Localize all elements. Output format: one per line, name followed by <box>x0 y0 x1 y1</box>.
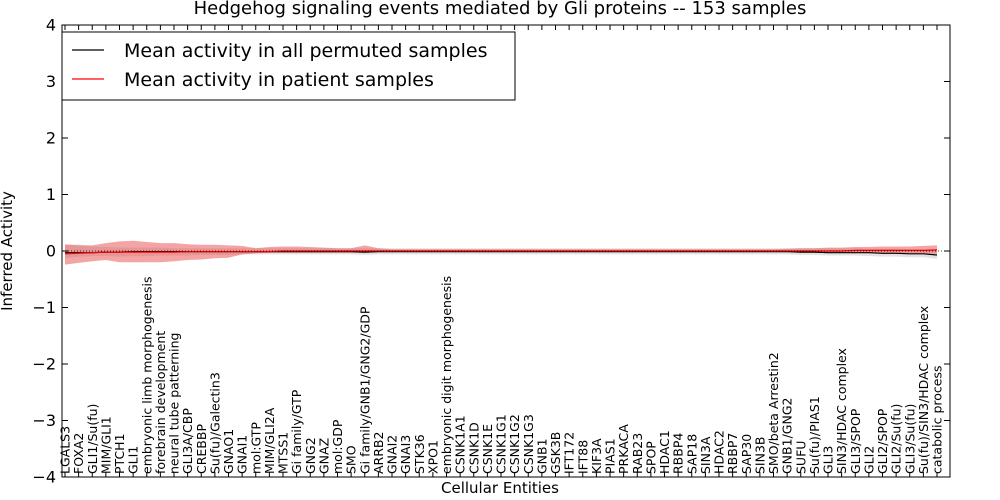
x-category-label: SAP30 <box>739 434 754 474</box>
x-category-label: GSK3B <box>548 432 563 474</box>
x-category-label: Su(fu)/SIN3/HDAC complex <box>916 306 931 474</box>
y-tick-label: −1 <box>32 298 56 317</box>
x-category-label: MTSS1 <box>276 432 291 474</box>
x-category-label: PRKACA <box>616 424 631 474</box>
x-category-label: SAP18 <box>684 434 699 474</box>
x-category-label: GLI1/Su(fu) <box>85 404 100 474</box>
x-category-label: GNB1/GNG2 <box>780 398 795 474</box>
legend-box <box>61 31 516 101</box>
x-category-label: CSNK1A1 <box>453 415 468 474</box>
x-category-label: IFT88 <box>575 440 590 474</box>
y-tick-label: −2 <box>32 355 56 374</box>
y-tick-label: 4 <box>46 16 56 35</box>
y-axis-title: Inferred Activity <box>0 191 16 311</box>
x-category-label: GLI3 <box>821 446 836 474</box>
x-category-label: RBBP4 <box>671 433 686 474</box>
x-category-label: GNAI1 <box>235 435 250 474</box>
x-category-label: GLI2/Su(fu) <box>889 404 904 474</box>
x-category-label: SMO/beta Arrestin2 <box>766 352 781 474</box>
x-category-label: neural tube patterning <box>167 333 182 474</box>
x-category-label: RBBP7 <box>725 433 740 474</box>
chart-title: Hedgehog signaling events mediated by Gl… <box>194 0 807 19</box>
x-category-label: SMO <box>344 445 359 474</box>
x-category-label: GLI3/SPOP <box>848 408 863 474</box>
y-tick-label: 3 <box>46 72 56 91</box>
x-category-label: GLI3/Su(fu) <box>902 404 917 474</box>
x-category-label: GNG2 <box>303 437 318 474</box>
x-category-label: SIN3A <box>698 436 713 474</box>
x-category-label: embryonic limb morphogenesis <box>139 277 154 474</box>
y-tick-label: 1 <box>46 185 56 204</box>
x-category-label: SIN3/HDAC complex <box>834 348 849 474</box>
x-category-label: Gi family/GTP <box>289 389 304 474</box>
x-category-label: GLI1 <box>126 446 141 474</box>
x-category-label: embryonic digit morphogenesis <box>439 276 454 474</box>
x-category-label: Su(fu)/Galectin3 <box>207 372 222 474</box>
x-category-label: GNAO1 <box>221 429 236 474</box>
legend-label-permuted: Mean activity in all permuted samples <box>124 40 487 62</box>
x-category-label: CSNK1G3 <box>521 414 536 474</box>
x-category-label: CSNK1G1 <box>494 414 509 474</box>
x-category-label: MIM/GLI1 <box>98 416 113 474</box>
patient-band <box>65 240 937 265</box>
y-axis: −4 −3 −2 −1 0 1 2 3 4 <box>32 16 950 487</box>
x-category-label: mol:GTP <box>248 422 263 474</box>
x-category-label: RAB23 <box>630 433 645 474</box>
x-category-label: forebrain development <box>153 331 168 474</box>
legend-label-patient: Mean activity in patient samples <box>124 69 434 91</box>
y-tick-label: −4 <box>32 468 56 487</box>
x-category-label: PTCH1 <box>112 433 127 474</box>
x-category-label: CSNK1D <box>466 422 481 474</box>
x-category-label: GLI2/SPOP <box>875 408 890 474</box>
y-tick-label: −3 <box>32 411 56 430</box>
x-category-label: CSNK1G2 <box>507 414 522 474</box>
x-category-label: GNAI2 <box>385 435 400 474</box>
x-category-label: PIAS1 <box>603 438 618 474</box>
x-category-label: Gi family/GNB1/GNG2/GDP <box>357 306 372 474</box>
x-category-label: MIM/GLI2A <box>262 407 277 474</box>
x-category-label: GLI2 <box>861 446 876 474</box>
x-category-label: GLI3A/CBP <box>180 408 195 474</box>
x-category-label: KIF3A <box>589 438 604 474</box>
x-category-label: GNAZ <box>316 438 331 474</box>
x-category-label: SUFU <box>793 441 808 474</box>
x-category-label: SIN3B <box>752 437 767 475</box>
x-category-label: GNB1 <box>534 438 549 474</box>
y-tick-label: 2 <box>46 129 56 148</box>
x-axis-title: Cellular Entities <box>441 479 559 497</box>
x-category-label: SPOP <box>643 441 658 474</box>
x-category-label: CREBBP <box>194 424 209 474</box>
x-category-label: HDAC1 <box>657 430 672 474</box>
x-category-label: FOXA2 <box>71 433 86 474</box>
x-category-label: XPO1 <box>425 440 440 474</box>
x-category-label: CSNK1E <box>480 424 495 474</box>
x-category-label: STK36 <box>412 434 427 474</box>
x-category-label: ARRB2 <box>371 432 386 474</box>
x-category-label: mol:GDP <box>330 419 345 474</box>
x-category-label: HDAC2 <box>712 430 727 474</box>
x-category-label: IFT172 <box>562 432 577 474</box>
x-category-label: catabolic process <box>930 365 945 474</box>
legend: Mean activity in all permuted samples Me… <box>61 31 516 101</box>
x-axis-categories: LGALS3FOXA2GLI1/Su(fu)MIM/GLI1PTCH1GLI1e… <box>58 25 945 477</box>
y-tick-label: 0 <box>46 242 56 261</box>
x-category-label: Su(fu)/PIAS1 <box>807 396 822 474</box>
x-category-label: GNAI3 <box>398 435 413 474</box>
x-category-label: LGALS3 <box>58 426 73 474</box>
